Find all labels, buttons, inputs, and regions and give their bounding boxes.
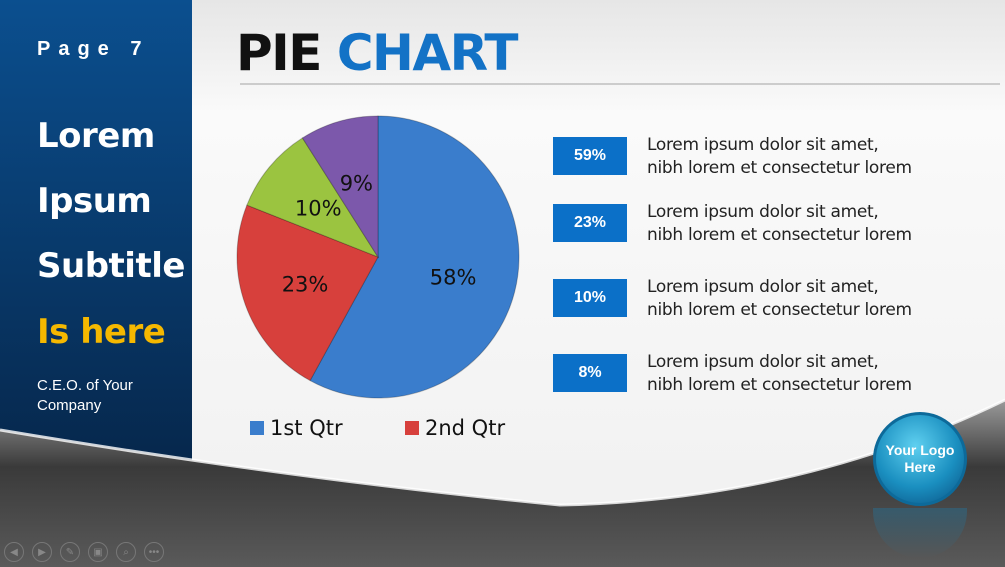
legend-item-1st-qtr: 1st Qtr [250, 416, 343, 440]
pie-slice-4th-qtr [301, 115, 379, 259]
desc-line: nibh lorem et consectetur lorem [647, 375, 912, 395]
percent-badge: 8% [553, 354, 627, 392]
desc-line: Lorem ipsum dolor sit amet, [647, 277, 879, 297]
pie-data-label: 23% [282, 272, 329, 296]
more-icon[interactable]: ••• [144, 542, 164, 562]
legend-swatch [250, 421, 264, 435]
zoom-icon[interactable]: ⌕ [116, 542, 136, 562]
percent-badge: 23% [553, 204, 627, 242]
slideshow-controls: ◀ ▶ ✎ ▣ ⌕ ••• [4, 542, 164, 562]
legend-label: 1st Qtr [270, 416, 343, 440]
desc-line: nibh lorem et consectetur lorem [647, 158, 912, 178]
ceo-caption: C.E.O. of Your Company [37, 377, 133, 414]
legend-label: 2nd Qtr [425, 416, 506, 440]
pie-chart: 58% 23% 10%9% [236, 115, 520, 399]
legend-item-2nd-qtr: 2nd Qtr [405, 416, 505, 440]
sidebar: Page 7 Lorem Ipsum Subtitle Is here C.E.… [0, 0, 192, 476]
previous-icon[interactable]: ◀ [4, 542, 24, 562]
pie-data-label: 10% [295, 197, 342, 221]
pie-slice-3rd-qtr [246, 137, 380, 259]
item-description: Lorem ipsum dolor sit amet, nibh lorem et… [647, 276, 912, 322]
desc-line: nibh lorem et consectetur lorem [647, 300, 912, 320]
legend-swatch [405, 421, 419, 435]
title-part1: PIE [236, 24, 322, 82]
desc-line: Lorem ipsum dolor sit amet, [647, 202, 879, 222]
page-number: Page 7 [37, 38, 150, 60]
logo-placeholder: Your Logo Here [873, 412, 967, 506]
pie-slice-1st-qtr [309, 115, 520, 399]
logo-text: Your Logo Here [885, 442, 955, 475]
pie-slice-2nd-qtr [236, 204, 379, 382]
desc-line: nibh lorem et consectetur lorem [647, 225, 912, 245]
page-title: PIE CHART [236, 24, 519, 82]
subtitle-line: Subtitle [37, 246, 185, 286]
pie-data-label: 58% [430, 265, 477, 289]
slides-icon[interactable]: ▣ [88, 542, 108, 562]
item-description: Lorem ipsum dolor sit amet, nibh lorem et… [647, 201, 912, 247]
subtitle-line: Lorem [37, 116, 155, 156]
percent-badge: 59% [553, 137, 627, 175]
next-icon[interactable]: ▶ [32, 542, 52, 562]
item-description: Lorem ipsum dolor sit amet, nibh lorem et… [647, 134, 912, 180]
desc-line: Lorem ipsum dolor sit amet, [647, 135, 879, 155]
item-description: Lorem ipsum dolor sit amet, nibh lorem et… [647, 351, 912, 397]
title-part2: CHART [336, 24, 519, 82]
desc-line: Lorem ipsum dolor sit amet, [647, 352, 879, 372]
subtitle-line: Ipsum [37, 181, 152, 221]
percent-badge: 10% [553, 279, 627, 317]
pie-data-label: 9% [340, 172, 373, 196]
subtitle-highlight: Is here [37, 312, 166, 352]
pen-icon[interactable]: ✎ [60, 542, 80, 562]
